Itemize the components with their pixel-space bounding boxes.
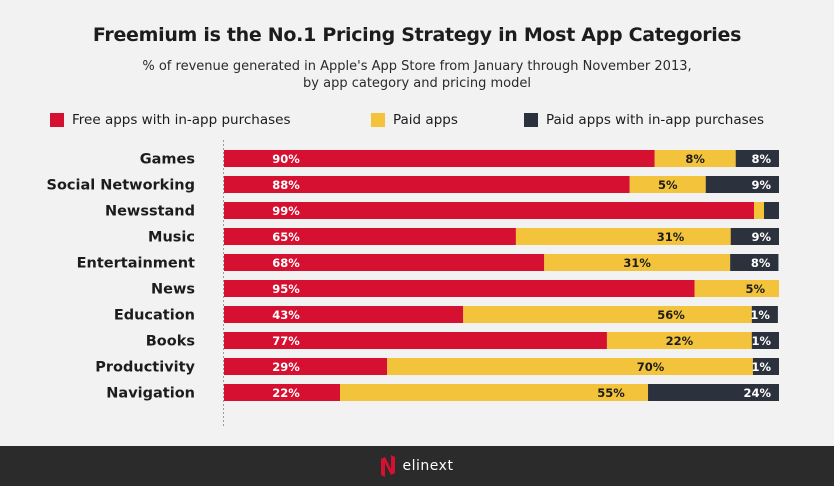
legend-swatch-paid bbox=[371, 113, 385, 127]
data-label: 5% bbox=[745, 282, 765, 296]
bar-segment-free-iap bbox=[224, 332, 607, 349]
bar-segment-paid-iap bbox=[751, 332, 779, 349]
bar-segment-paid bbox=[606, 332, 752, 349]
bar-segment-paid bbox=[387, 358, 753, 375]
category-label: News bbox=[151, 282, 195, 298]
legend-label-free-iap: Free apps with in-app purchases bbox=[72, 112, 291, 128]
data-label: 77% bbox=[272, 334, 300, 348]
legend-swatch-free-iap bbox=[50, 113, 64, 127]
subtitle-line-2: by app category and pricing model bbox=[303, 76, 531, 91]
footer: elinext bbox=[0, 446, 834, 486]
category-label: Games bbox=[140, 152, 195, 168]
bar-segment-free-iap bbox=[224, 280, 695, 297]
data-label: 8% bbox=[751, 256, 771, 270]
data-label: 43% bbox=[272, 308, 300, 322]
bar-segment-free-iap bbox=[224, 176, 630, 193]
bar-segment-free-iap bbox=[224, 202, 755, 219]
data-label: 8% bbox=[685, 152, 705, 166]
data-label: 9% bbox=[751, 178, 771, 192]
bar-segment-free-iap bbox=[224, 150, 655, 167]
category-label: Productivity bbox=[95, 360, 195, 376]
data-label: 8% bbox=[751, 152, 771, 166]
data-label: 29% bbox=[272, 360, 300, 374]
bar-segment-free-iap bbox=[224, 254, 545, 271]
data-label: 22% bbox=[666, 334, 694, 348]
bar-segment-free-iap bbox=[224, 384, 340, 401]
legend-item-paid-iap: Paid apps with in-app purchases bbox=[524, 112, 764, 128]
bar-segment-paid-iap bbox=[730, 254, 779, 271]
legend-label-paid: Paid apps bbox=[393, 112, 458, 128]
legend-item-paid: Paid apps bbox=[371, 112, 458, 128]
data-label: 99% bbox=[272, 204, 300, 218]
chart-subtitle: % of revenue generated in Apple's App St… bbox=[0, 58, 834, 92]
bar-segment-paid bbox=[463, 306, 752, 323]
data-label: 1% bbox=[751, 360, 771, 374]
data-label: 9% bbox=[751, 230, 771, 244]
bar-segment-paid-iap bbox=[764, 202, 779, 219]
bar-segment-paid bbox=[339, 384, 649, 401]
elinext-logo-icon bbox=[380, 455, 395, 477]
bar-segment-paid bbox=[515, 228, 731, 245]
data-label: 31% bbox=[623, 256, 651, 270]
data-label: 65% bbox=[272, 230, 300, 244]
data-label: 90% bbox=[272, 152, 300, 166]
bar-segment-paid bbox=[754, 202, 765, 219]
data-label: 5% bbox=[658, 178, 678, 192]
category-label: Social Networking bbox=[47, 178, 196, 194]
category-label: Newsstand bbox=[105, 204, 195, 220]
stacked-bar-chart: Games 90% 8% 8% Social Networking 88% 5% 9% News… bbox=[47, 140, 779, 427]
data-label: 68% bbox=[272, 256, 300, 270]
data-label: 1% bbox=[750, 308, 770, 322]
bar-segment-paid-iap bbox=[735, 150, 779, 167]
bar-segment-paid-iap bbox=[705, 176, 779, 193]
brand-name: elinext bbox=[402, 458, 454, 474]
bar-segment-paid-iap bbox=[730, 228, 779, 245]
bar-segment-free-iap bbox=[224, 306, 464, 323]
data-label: 95% bbox=[272, 282, 300, 296]
category-label: Education bbox=[114, 308, 195, 324]
category-label: Music bbox=[148, 230, 195, 246]
bar-segment-free-iap bbox=[224, 358, 388, 375]
data-label: 31% bbox=[657, 230, 685, 244]
bar-segment-paid bbox=[694, 280, 779, 297]
bar-segment-paid-iap bbox=[648, 384, 779, 401]
data-label: 24% bbox=[743, 386, 771, 400]
category-label: Books bbox=[146, 334, 195, 350]
legend-swatch-paid-iap bbox=[524, 113, 538, 127]
category-label: Navigation bbox=[106, 386, 195, 402]
subtitle-line-1: % of revenue generated in Apple's App St… bbox=[142, 59, 692, 74]
chart-title: Freemium is the No.1 Pricing Strategy in… bbox=[92, 24, 742, 46]
legend-item-free-iap: Free apps with in-app purchases bbox=[50, 112, 291, 128]
data-label: 22% bbox=[272, 386, 300, 400]
data-label: 1% bbox=[751, 334, 771, 348]
legend-label-paid-iap: Paid apps with in-app purchases bbox=[546, 112, 764, 128]
bar-segment-paid bbox=[544, 254, 731, 271]
data-label: 88% bbox=[272, 178, 300, 192]
data-label: 56% bbox=[657, 308, 685, 322]
bar-segment-paid bbox=[654, 150, 736, 167]
bar-segment-free-iap bbox=[224, 228, 516, 245]
data-label: 55% bbox=[597, 386, 625, 400]
category-label: Entertainment bbox=[77, 256, 195, 272]
bar-segment-paid-iap bbox=[752, 358, 779, 375]
bar-segment-paid-iap bbox=[751, 306, 778, 323]
data-label: 70% bbox=[637, 360, 665, 374]
bar-segment-paid bbox=[629, 176, 706, 193]
